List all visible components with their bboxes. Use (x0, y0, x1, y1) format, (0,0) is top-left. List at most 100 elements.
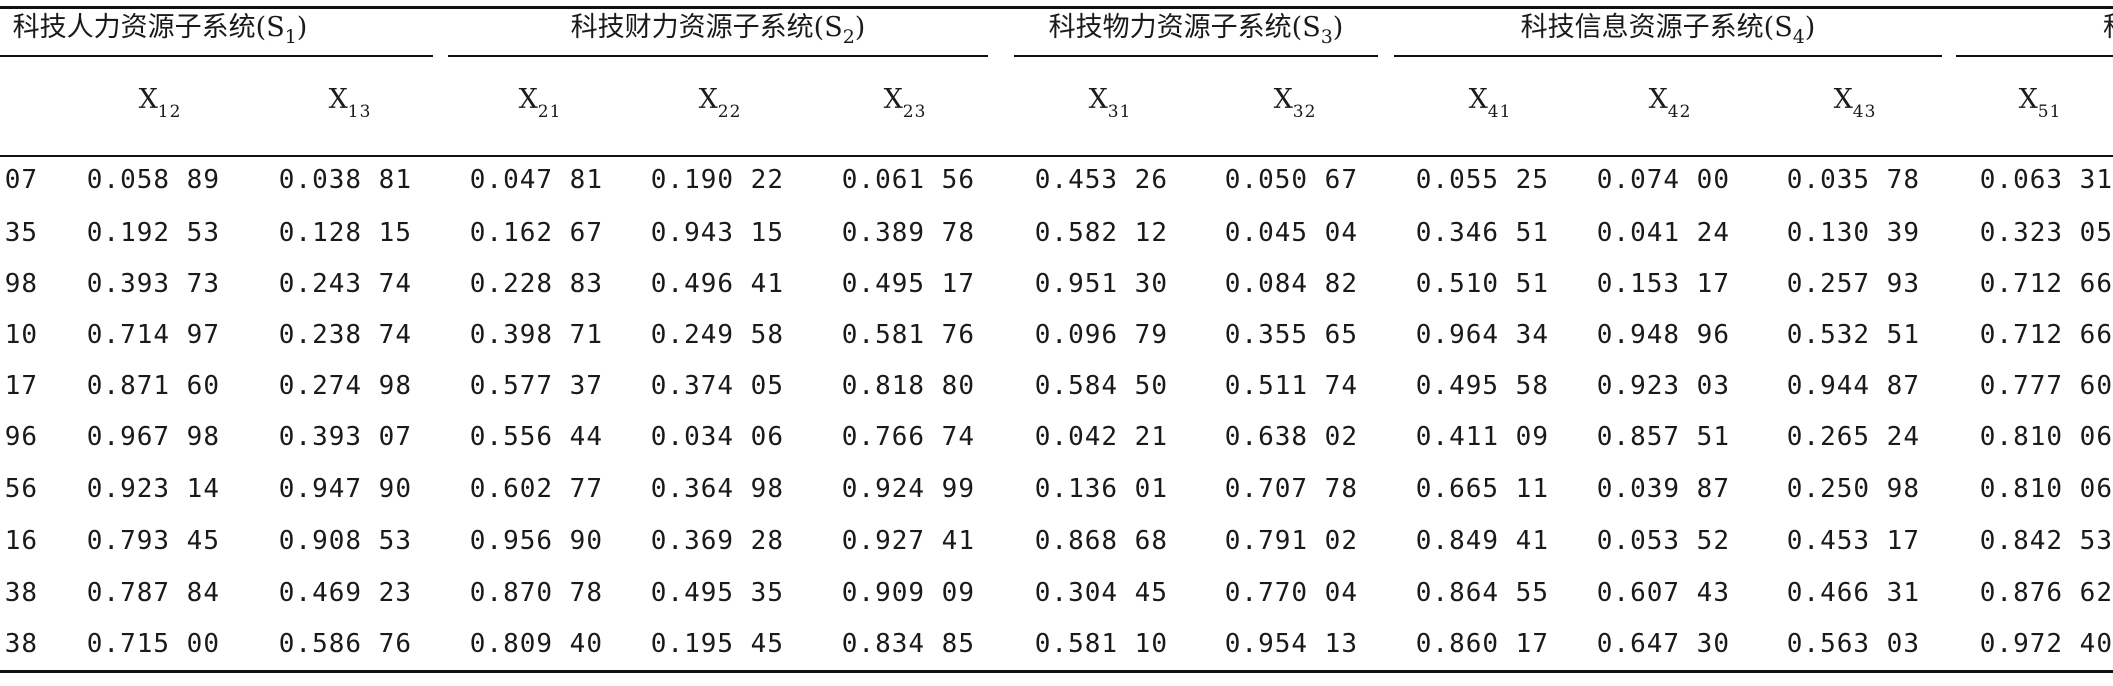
table-cell: 0.063 31 (1979, 165, 2113, 195)
table-cell: 0.842 53 (1979, 526, 2113, 556)
column-header-base: X (1273, 84, 1293, 115)
group-header-close: ) (1804, 12, 1816, 43)
table-cell: 17 (4, 371, 38, 401)
group-header: 科技 (2103, 8, 2113, 48)
table-cell: 0.909 09 (841, 578, 975, 608)
table-cell: 0.857 51 (1596, 422, 1730, 452)
table-cell: 0.228 83 (469, 269, 603, 299)
column-header-subscript: 21 (537, 102, 562, 122)
table-cell: 0.951 30 (1034, 269, 1168, 299)
table-cell: 0.923 14 (86, 474, 220, 504)
table-cell: 0.954 13 (1224, 629, 1358, 659)
group-header-close: ) (296, 12, 308, 43)
table-cell: 0.304 45 (1034, 578, 1168, 608)
table-cell: 98 (4, 269, 38, 299)
table-cell: 0.870 78 (469, 578, 603, 608)
table-cell: 0.582 12 (1034, 218, 1168, 248)
group-underline-s1 (0, 55, 433, 57)
table-cell: 0.967 98 (86, 422, 220, 452)
column-header-base: X (698, 84, 718, 115)
group-underline-s2 (448, 55, 988, 57)
table-cell: 0.389 78 (841, 218, 975, 248)
table-cell: 0.195 45 (650, 629, 784, 659)
table-cell: 96 (4, 422, 38, 452)
table-cell: 0.393 73 (86, 269, 220, 299)
column-header-base: X (1833, 84, 1853, 115)
table-cell: 38 (4, 629, 38, 659)
table-cell: 38 (4, 578, 38, 608)
table-cell: 16 (4, 526, 38, 556)
table-cell: 0.038 81 (278, 165, 412, 195)
table-cell: 0.039 87 (1596, 474, 1730, 504)
table-cell: 0.274 98 (278, 371, 412, 401)
group-header-text: 科技信息资源子系统(S (1520, 12, 1793, 43)
column-header-subscript: 51 (2037, 102, 2062, 122)
table-cell: 0.947 90 (278, 474, 412, 504)
table-cell: 0.714 97 (86, 320, 220, 350)
table-cell: 0.510 51 (1415, 269, 1549, 299)
group-header-text: 科技财力资源子系统(S (570, 12, 843, 43)
table-cell: 0.638 02 (1224, 422, 1358, 452)
table-cell: 0.257 93 (1786, 269, 1920, 299)
table-cell: 0.466 31 (1786, 578, 1920, 608)
table-cell: 07 (4, 165, 38, 195)
table-cell: 0.712 66 (1979, 320, 2113, 350)
table-cell: 0.577 37 (469, 371, 603, 401)
column-header-base: X (328, 84, 348, 115)
table-cell: 0.469 23 (278, 578, 412, 608)
table-cell: 0.374 05 (650, 371, 784, 401)
group-header-close: ) (854, 12, 866, 43)
group-header-subscript: 1 (284, 26, 297, 48)
table-cell: 0.453 17 (1786, 526, 1920, 556)
table-cell: 0.250 98 (1786, 474, 1920, 504)
table-cell: 56 (4, 474, 38, 504)
table-cell: 0.791 02 (1224, 526, 1358, 556)
table-cell: 0.323 05 (1979, 218, 2113, 248)
table-cell: 0.053 52 (1596, 526, 1730, 556)
table-cell: 0.943 15 (650, 218, 784, 248)
table-cell: 0.607 43 (1596, 578, 1730, 608)
table-cell: 35 (4, 218, 38, 248)
table-cell: 0.045 04 (1224, 218, 1358, 248)
table-cell: 0.581 76 (841, 320, 975, 350)
group-header: 科技财力资源子系统(S2) (571, 8, 866, 48)
table-cell: 0.346 51 (1415, 218, 1549, 248)
column-header-base: X (138, 84, 158, 115)
group-header: 科技物力资源子系统(S3) (1049, 8, 1344, 48)
group-underline-s4 (1394, 55, 1942, 57)
group-header: 科技信息资源子系统(S4) (1521, 8, 1816, 48)
column-header: X32 (1273, 84, 1317, 122)
table-cell: 0.810 06 (1979, 474, 2113, 504)
table-cell: 0.810 06 (1979, 422, 2113, 452)
table-cell: 0.563 03 (1786, 629, 1920, 659)
table-cell: 0.496 41 (650, 269, 784, 299)
column-header: X22 (698, 84, 742, 122)
top-rule (0, 6, 2113, 9)
table-cell: 0.034 06 (650, 422, 784, 452)
table-cell: 0.602 77 (469, 474, 603, 504)
column-header-subscript: 42 (1667, 102, 1692, 122)
column-header: X13 (328, 84, 372, 122)
table-cell: 0.923 03 (1596, 371, 1730, 401)
table-cell: 0.586 76 (278, 629, 412, 659)
table-cell: 0.964 34 (1415, 320, 1549, 350)
table-cell: 0.084 82 (1224, 269, 1358, 299)
table-cell: 0.707 78 (1224, 474, 1358, 504)
table-cell: 0.860 17 (1415, 629, 1549, 659)
table-cell: 0.495 35 (650, 578, 784, 608)
table-cell: 10 (4, 320, 38, 350)
table-cell: 0.864 55 (1415, 578, 1549, 608)
table-cell: 0.355 65 (1224, 320, 1358, 350)
group-underline-s3 (1014, 55, 1378, 57)
table-cell: 0.834 85 (841, 629, 975, 659)
column-header: X41 (1469, 84, 1512, 122)
table-cell: 0.715 00 (86, 629, 220, 659)
table-cell: 0.927 41 (841, 526, 975, 556)
group-header-text: 科技人力资源子系统(S (12, 12, 285, 43)
table-cell: 0.584 50 (1034, 371, 1168, 401)
table-cell: 0.136 01 (1034, 474, 1168, 504)
group-underline-s5 (1956, 55, 2113, 57)
table-cell: 0.153 17 (1596, 269, 1730, 299)
table-cell: 0.074 00 (1596, 165, 1730, 195)
table-cell: 0.809 40 (469, 629, 603, 659)
